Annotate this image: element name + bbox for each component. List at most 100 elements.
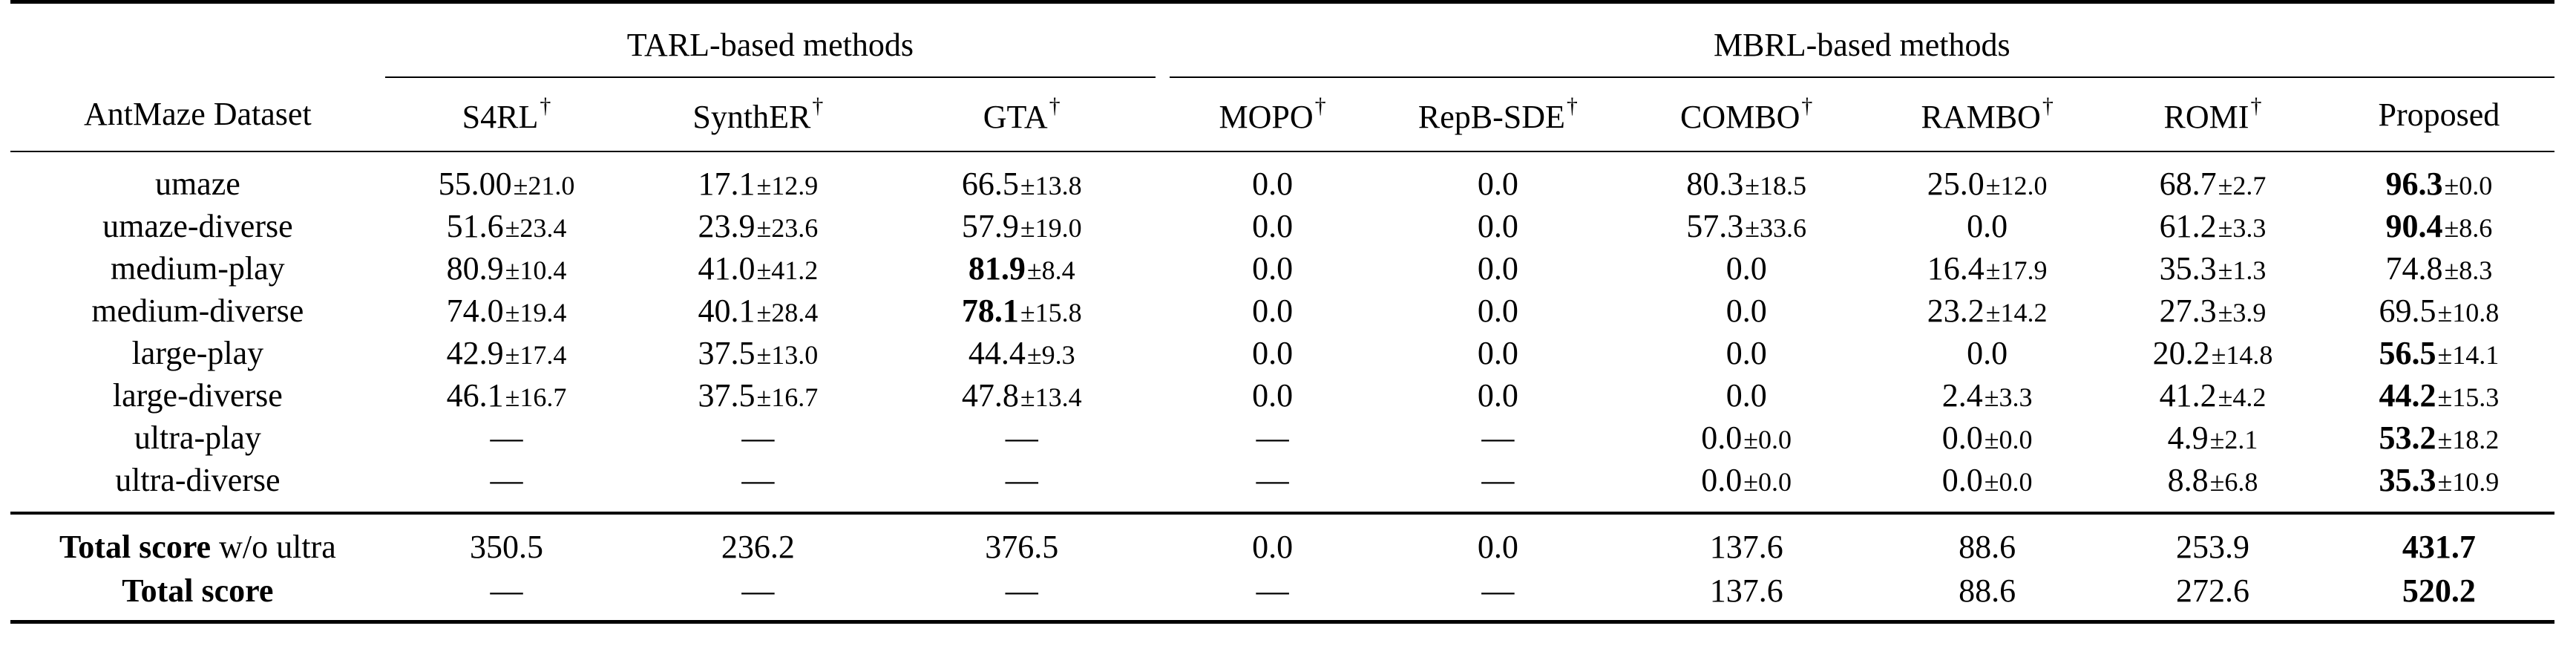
dagger-mark: †	[1566, 93, 1578, 118]
table-cell: 56.5±14.1	[2324, 332, 2554, 374]
table-cell: 90.4±8.6	[2324, 205, 2554, 247]
table-cell: 57.9±19.0	[888, 205, 1156, 247]
total-cell: —	[1256, 572, 1289, 609]
cell-value: 0.0	[1252, 166, 1294, 202]
cell-std: ±3.3	[2218, 213, 2267, 243]
table-cell: 40.1±28.4	[628, 290, 888, 332]
table-row: large-diverse 46.1±16.7 37.5±16.7 47.8±13.4…	[10, 374, 2554, 417]
cell-value: —	[490, 462, 523, 498]
cell-value: 90.4	[2385, 208, 2443, 244]
table-cell: 0.0	[1376, 247, 1621, 290]
cell-value: 0.0	[1725, 335, 1767, 371]
cell-std: ±3.9	[2218, 298, 2267, 327]
cell-value: 56.5	[2379, 335, 2436, 371]
cell-value: 57.9	[961, 208, 1019, 244]
cell-value: 61.2	[2159, 208, 2217, 244]
table-cell: 0.0	[1170, 247, 1376, 290]
table-cell: 8.8±6.8	[2102, 459, 2324, 501]
cell-std: ±4.2	[2218, 382, 2267, 412]
cell-value: 55.00	[438, 166, 512, 202]
cell-value: 0.0	[1725, 293, 1767, 329]
cell-value: 47.8	[961, 377, 1019, 414]
cell-std: ±33.6	[1745, 213, 1807, 243]
table-cell: 69.5±10.8	[2324, 290, 2554, 332]
cell-std: ±23.4	[505, 213, 567, 243]
cell-value: 80.3	[1686, 166, 1744, 202]
table-row: umaze-diverse 51.6±23.4 23.9±23.6 57.9±19.0…	[10, 205, 2554, 247]
table-cell: 0.0	[1170, 205, 1376, 247]
total-cell: 88.6	[1959, 572, 2016, 609]
cell-std: ±18.2	[2437, 425, 2500, 454]
cell-value: 8.8	[2167, 462, 2209, 498]
cell-std: ±14.1	[2437, 340, 2500, 370]
cell-std: ±9.3	[1026, 340, 1075, 370]
table-row: ultra-play — — — — —0.0±0.0 0.0±0.0 4.9±2.1 53.2…	[10, 417, 2554, 459]
cell-std: ±14.8	[2211, 340, 2273, 370]
table-row: medium-diverse 74.0±19.4 40.1±28.4 78.1±15.…	[10, 290, 2554, 332]
table-cell: 0.0	[1620, 290, 1872, 332]
table-cell: 68.7±2.7	[2102, 163, 2324, 205]
dataset-name: medium-play	[111, 250, 285, 287]
table-cell: 2.4±3.3	[1872, 374, 2102, 417]
cell-std: ±12.0	[1985, 171, 2048, 200]
table-cell: 80.3±18.5	[1620, 163, 1872, 205]
total-cell: 376.5	[985, 529, 1059, 565]
cell-std: ±13.8	[1020, 171, 1082, 200]
cell-value: 0.0	[1477, 377, 1518, 414]
table-cell: —	[888, 459, 1156, 501]
cell-value: —	[490, 420, 523, 456]
cell-value: 0.0	[1477, 335, 1518, 371]
table-cell: 44.4±9.3	[888, 332, 1156, 374]
cell-std: ±6.8	[2209, 467, 2258, 497]
table-row: large-play 42.9±17.4 37.5±13.0 44.4±9.3 0.0 0…	[10, 332, 2554, 374]
column-header-row: AntMaze Dataset S4RL† SynthER† GTA† MOPO…	[10, 77, 2554, 151]
table-cell: —	[1376, 417, 1621, 459]
table-cell: 0.0	[1376, 332, 1621, 374]
cell-std: ±21.0	[513, 171, 575, 200]
cell-value: 68.7	[2159, 166, 2217, 202]
cell-value: 57.3	[1686, 208, 1744, 244]
column-header-mopo: MOPO†	[1219, 93, 1326, 135]
total-cell: 88.6	[1959, 529, 2016, 565]
cell-value: 0.0	[1252, 335, 1294, 371]
cell-value: 37.5	[698, 335, 756, 371]
cell-std: ±2.7	[2218, 171, 2267, 200]
total-cell: 520.2	[2402, 572, 2476, 609]
bottom-rule	[10, 620, 2554, 625]
cell-std: ±16.7	[756, 382, 819, 412]
cell-std: ±13.0	[756, 340, 819, 370]
cell-value: 16.4	[1927, 250, 1985, 287]
cell-value: 74.0	[446, 293, 504, 329]
total-cell: 272.6	[2175, 572, 2249, 609]
cell-value: 74.8	[2385, 250, 2443, 287]
table-cell: 20.2±14.8	[2102, 332, 2324, 374]
cell-value: 0.0	[1725, 250, 1767, 287]
cell-value: 0.0	[1941, 462, 1983, 498]
cell-value: 42.9	[446, 335, 504, 371]
table-cell: 17.1±12.9	[628, 163, 888, 205]
cell-value: 2.4	[1941, 377, 1983, 414]
table-cell: 0.0	[1170, 290, 1376, 332]
cell-std: ±3.3	[1984, 382, 2033, 412]
cell-value: 96.3	[2385, 166, 2443, 202]
cell-value: 4.9	[2167, 420, 2209, 456]
table-cell: 66.5±13.8	[888, 163, 1156, 205]
cell-std: ±15.3	[2437, 382, 2500, 412]
cell-value: 0.0	[1725, 377, 1767, 414]
cell-value: 81.9	[968, 250, 1026, 287]
column-header-synther: SynthER†	[692, 93, 824, 135]
cell-value: —	[1005, 462, 1038, 498]
cell-value: 20.2	[2152, 335, 2210, 371]
cell-value: 0.0	[1252, 208, 1294, 244]
table-cell: 51.6±23.4	[385, 205, 629, 247]
cell-value: 0.0	[1252, 293, 1294, 329]
cell-value: 35.3	[2379, 462, 2436, 498]
cell-value: —	[1256, 420, 1289, 456]
cell-value: 41.0	[698, 250, 756, 287]
table-cell: 74.8±8.3	[2324, 247, 2554, 290]
table-cell: 0.0	[1376, 205, 1621, 247]
table-cell: 0.0	[1872, 332, 2102, 374]
total-cell: 137.6	[1709, 572, 1783, 609]
cell-value: —	[1481, 462, 1515, 498]
table-cell: 0.0±0.0	[1620, 417, 1872, 459]
